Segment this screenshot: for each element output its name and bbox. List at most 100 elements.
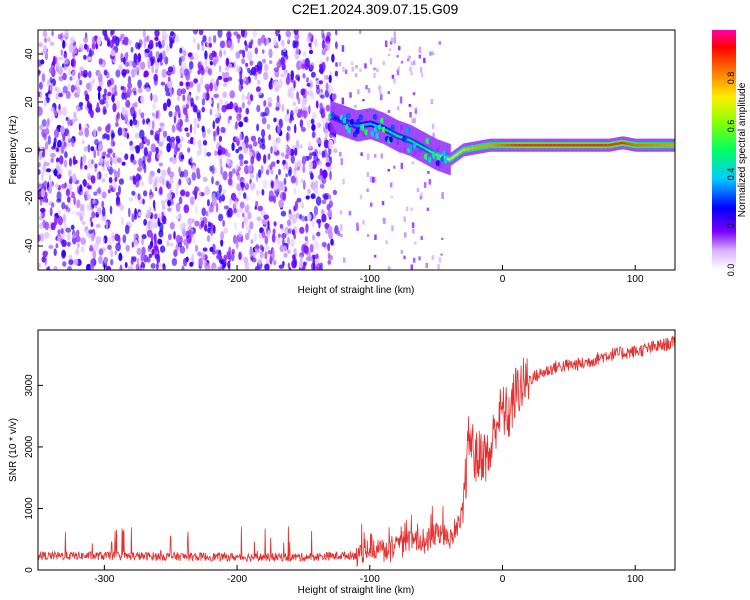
heatmap-noise-cell xyxy=(256,152,262,162)
heatmap-noise-cell xyxy=(404,232,407,238)
heatmap-noise-cell xyxy=(315,196,322,206)
heatmap-noise-cell xyxy=(243,256,249,265)
heatmap-noise-cell xyxy=(71,118,76,124)
heatmap-noise-cell xyxy=(263,63,269,72)
heatmap-noise-cell xyxy=(418,54,422,59)
heatmap-noise-cell xyxy=(311,131,316,139)
heatmap-noise-cell xyxy=(62,72,67,81)
heatmap-noise-cell xyxy=(141,237,144,246)
heatmap-noise-cell xyxy=(170,31,175,37)
heatmap-noise-cell xyxy=(264,235,269,245)
heatmap-noise-cell xyxy=(411,118,414,124)
snr-y-label: SNR (10 * v/v) xyxy=(8,418,19,482)
heatmap-noise-cell xyxy=(319,183,325,189)
heatmap-noise-cell xyxy=(72,155,76,166)
heatmap-noise-cell xyxy=(179,47,183,54)
heatmap-noise-cell xyxy=(111,95,114,102)
heatmap-noise-cell xyxy=(331,93,337,100)
heatmap-noise-cell xyxy=(178,196,183,205)
heatmap-noise-cell xyxy=(180,222,186,232)
heatmap-noise-cell xyxy=(252,252,257,258)
heatmap-noise-cell xyxy=(146,229,153,238)
heatmap-noise-cell xyxy=(136,247,142,256)
heatmap-noise-cell xyxy=(414,241,417,245)
heatmap-noise-cell xyxy=(90,221,94,227)
heatmap-noise-cell xyxy=(267,97,273,103)
heatmap-noise-cell xyxy=(212,35,217,43)
heatmap-noise-cell xyxy=(80,69,84,77)
heatmap-noise-cell xyxy=(306,35,311,43)
heatmap-noise-cell xyxy=(438,256,442,263)
heatmap-noise-cell xyxy=(420,236,423,240)
heatmap-noise-cell xyxy=(80,237,87,245)
heatmap-noise-cell xyxy=(257,258,263,265)
heatmap-noise-cell xyxy=(105,220,109,229)
heatmap-noise-cell xyxy=(260,164,264,174)
heatmap-noise-cell xyxy=(349,92,352,98)
heatmap-noise-cell xyxy=(73,258,79,266)
heatmap-noise-cell xyxy=(287,262,291,269)
heatmap-noise-cell xyxy=(71,59,75,65)
heatmap-noise-cell xyxy=(67,266,72,270)
heatmap-noise-cell xyxy=(115,192,120,197)
heatmap-noise-cell xyxy=(127,39,132,45)
heatmap-noise-cell xyxy=(53,128,60,138)
heatmap-noise-cell xyxy=(150,263,156,269)
heatmap-noise-cell xyxy=(79,184,83,193)
heatmap-noise-cell xyxy=(261,189,265,196)
heatmap-noise-cell xyxy=(152,93,158,104)
heatmap-noise-cell xyxy=(107,40,111,47)
heatmap-noise-cell xyxy=(409,66,412,72)
heatmap-noise-cell xyxy=(219,50,223,58)
heatmap-noise-cell xyxy=(79,66,85,72)
heatmap-noise-cell xyxy=(134,132,140,139)
heatmap-noise-cell xyxy=(218,135,222,142)
heatmap-noise-cell xyxy=(245,107,250,115)
heatmap-noise-cell xyxy=(125,61,130,67)
heatmap-noise-cell xyxy=(192,37,197,44)
heatmap-noise-cell xyxy=(359,194,363,200)
heatmap-noise-cell xyxy=(115,122,119,127)
x-tick-label: 0 xyxy=(500,574,506,585)
heatmap-noise-cell xyxy=(291,214,298,224)
heatmap-noise-cell xyxy=(266,123,271,130)
heatmap-noise-cell xyxy=(47,36,51,43)
heatmap-noise-cell xyxy=(197,83,201,93)
heatmap-noise-cell xyxy=(174,105,180,112)
heatmap-noise-cell xyxy=(90,175,96,184)
heatmap-noise-cell xyxy=(362,99,365,102)
heatmap-noise-cell xyxy=(136,166,143,172)
heatmap-noise-cell xyxy=(325,156,330,164)
heatmap-noise-cell xyxy=(223,49,226,56)
heatmap-noise-cell xyxy=(38,183,43,189)
heatmap-noise-cell xyxy=(282,69,288,79)
heatmap-noise-cell xyxy=(50,152,56,158)
heatmap-noise-cell xyxy=(339,210,343,215)
heatmap-noise-cell xyxy=(202,35,207,43)
heatmap-noise-cell xyxy=(177,118,183,128)
heatmap-noise-cell xyxy=(63,141,67,149)
heatmap-noise-cell xyxy=(273,36,277,46)
heatmap-noise-cell xyxy=(342,178,345,185)
heatmap-noise-cell xyxy=(291,229,296,236)
heatmap-noise-cell xyxy=(234,221,237,230)
heatmap-noise-cell xyxy=(92,250,97,260)
heatmap-noise-cell xyxy=(366,172,370,177)
heatmap-noise-cell xyxy=(271,233,276,243)
heatmap-noise-cell xyxy=(325,82,329,91)
heatmap-noise-cell xyxy=(221,147,226,155)
heatmap-noise-cell xyxy=(48,93,51,99)
heatmap-noise-cell xyxy=(104,173,108,177)
heatmap-noise-cell xyxy=(50,115,54,123)
heatmap-noise-cell xyxy=(180,136,184,142)
heatmap-noise-cell xyxy=(267,101,272,108)
heatmap-noise-cell xyxy=(85,226,88,231)
heatmap-noise-cell xyxy=(302,88,308,99)
heatmap-noise-cell xyxy=(70,224,75,230)
heatmap-noise-cell xyxy=(39,124,44,131)
heatmap-noise-cell xyxy=(294,170,297,178)
heatmap-noise-cell xyxy=(323,74,326,83)
heatmap-noise-cell xyxy=(311,123,316,132)
heatmap-noise-cell xyxy=(393,78,396,84)
heatmap-noise-cell xyxy=(138,211,142,217)
